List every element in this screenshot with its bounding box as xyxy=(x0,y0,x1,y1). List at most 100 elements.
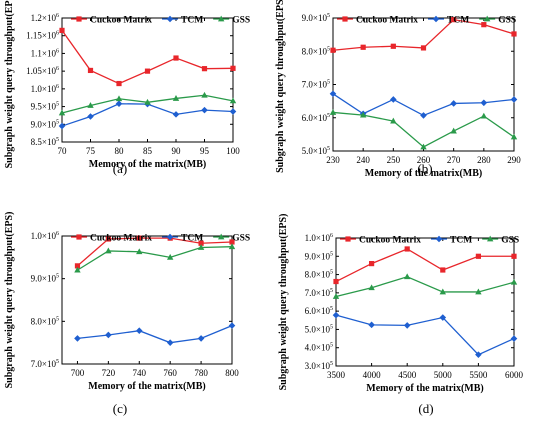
legend-marker xyxy=(435,235,443,243)
data-point xyxy=(510,96,518,103)
x-tick-label: 700 xyxy=(71,368,85,378)
data-point xyxy=(360,44,366,50)
data-point xyxy=(330,47,336,53)
data-point xyxy=(511,253,517,259)
legend-marker xyxy=(342,16,348,22)
legend-label: TCM xyxy=(181,234,203,244)
data-point xyxy=(144,68,151,74)
legend-marker xyxy=(486,235,494,242)
y-tick-label: 7.0×105 xyxy=(302,80,330,90)
data-point xyxy=(420,45,427,51)
data-point xyxy=(136,235,142,241)
y-tick-label: 1.1×106 xyxy=(31,48,59,58)
y-tick-label: 9.0×105 xyxy=(31,119,59,129)
x-tick-label: 95 xyxy=(200,146,210,156)
series-line xyxy=(77,246,233,271)
series-gss xyxy=(58,91,237,116)
data-point xyxy=(74,266,81,273)
legend-item: TCM xyxy=(162,234,203,244)
y-tick-label: 1.2×106 xyxy=(31,13,59,23)
chart-panel: 7.0×105 8.0×105 9.0×105 1.0×106 700 720 740 760… xyxy=(4,212,250,416)
y-tick-label: 9.5×105 xyxy=(31,102,59,112)
legend: Cuckoo Matrix TCM GSS xyxy=(71,16,250,26)
data-point xyxy=(105,331,112,339)
data-point xyxy=(440,267,446,273)
plot-frame xyxy=(61,235,233,365)
data-point xyxy=(173,55,179,61)
data-point xyxy=(332,311,340,319)
legend-marker xyxy=(483,15,491,22)
y-tick-label: 7.0×105 xyxy=(31,359,59,369)
data-point xyxy=(105,247,112,254)
x-axis-label: Memory of the matrix(MB) xyxy=(366,383,483,394)
series-line xyxy=(77,237,233,267)
data-point xyxy=(403,322,411,329)
y-tick-label: 8.5×105 xyxy=(31,137,59,147)
series-gss xyxy=(329,109,518,150)
legend-item: TCM xyxy=(428,16,469,26)
data-point xyxy=(197,244,205,250)
data-point xyxy=(135,327,143,335)
data-point xyxy=(329,90,337,98)
data-point xyxy=(439,288,446,295)
series-gss xyxy=(74,243,236,273)
legend-label: GSS xyxy=(232,16,250,26)
series-cuckoo-matrix xyxy=(333,246,517,285)
data-point xyxy=(172,95,180,101)
legend-label: GSS xyxy=(498,16,516,26)
legend-item: Cuckoo Matrix xyxy=(337,16,418,26)
data-point xyxy=(332,293,340,299)
legend-item: Cuckoo Matrix xyxy=(71,16,152,26)
data-point xyxy=(481,22,487,28)
y-tick-label: 1.0×106 xyxy=(31,84,59,94)
data-point xyxy=(390,117,397,124)
panel-caption: (a) xyxy=(113,161,127,176)
x-axis-label: Memory of the matrix(MB) xyxy=(89,159,206,170)
legend-label: TCM xyxy=(450,236,472,246)
data-point xyxy=(87,102,94,108)
data-point xyxy=(510,133,518,140)
data-point xyxy=(404,273,411,280)
series-gss xyxy=(332,273,518,299)
y-tick-label: 8.0×105 xyxy=(31,316,59,326)
y-tick-label: 5.0×105 xyxy=(305,324,333,334)
data-point xyxy=(229,97,237,104)
legend-marker xyxy=(76,234,82,240)
x-tick-label: 85 xyxy=(143,146,153,156)
x-tick-label: 70 xyxy=(58,146,68,156)
legend: Cuckoo Matrix TCM GSS xyxy=(71,234,250,244)
legend-label: GSS xyxy=(501,236,519,246)
data-point xyxy=(198,240,204,246)
y-tick-label: 8.0×105 xyxy=(302,46,330,56)
y-tick-label: 5.0×105 xyxy=(302,146,330,156)
legend: Cuckoo Matrix TCM GSS xyxy=(340,236,519,246)
data-point xyxy=(166,339,174,346)
chart-panel: 8.5×105 9.0×105 9.5×105 1.0×106 1.05×106 1.1×… xyxy=(4,0,250,176)
legend-marker xyxy=(166,15,174,23)
chart-panel: 3.0×105 4.0×105 5.0×105 6.0×105 7.0×105 8.0×1… xyxy=(278,214,524,416)
data-point xyxy=(475,253,481,259)
data-point xyxy=(74,335,81,342)
y-tick-label: 6.0×105 xyxy=(305,306,333,316)
data-point xyxy=(510,335,518,342)
x-tick-label: 240 xyxy=(356,155,370,165)
data-point xyxy=(116,80,122,87)
data-point xyxy=(229,108,237,115)
data-point xyxy=(201,66,208,72)
data-point xyxy=(136,248,143,255)
y-tick-label: 1.15×106 xyxy=(26,31,59,41)
data-point xyxy=(390,43,396,49)
data-point xyxy=(451,17,457,23)
data-point xyxy=(511,31,517,37)
data-point xyxy=(58,109,66,116)
x-axis-label: Memory of the matrix(MB) xyxy=(365,168,482,179)
panel-caption: (b) xyxy=(417,161,432,176)
panel-caption: (d) xyxy=(418,401,433,416)
data-point xyxy=(201,106,208,114)
data-point xyxy=(475,351,482,358)
x-tick-label: 800 xyxy=(225,368,239,378)
x-tick-label: 760 xyxy=(163,368,177,378)
x-tick-label: 75 xyxy=(86,146,96,156)
legend-marker xyxy=(345,236,351,242)
data-point xyxy=(368,321,375,329)
